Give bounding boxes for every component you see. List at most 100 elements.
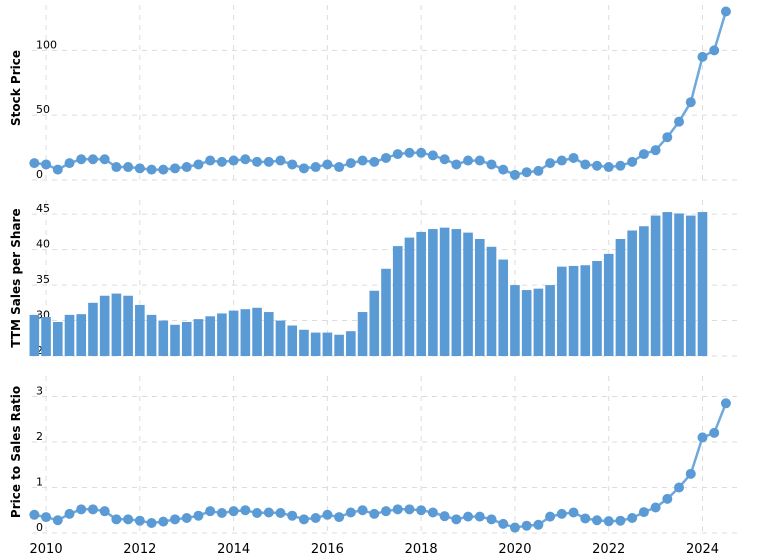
series-line — [34, 11, 728, 177]
data-point — [662, 132, 673, 143]
data-point — [439, 154, 450, 165]
bar — [240, 309, 251, 356]
bar — [135, 304, 145, 356]
data-point — [29, 509, 40, 520]
y-tick-label: 100 — [36, 38, 57, 51]
bar — [287, 325, 298, 356]
data-point — [240, 505, 251, 516]
bar — [357, 312, 368, 356]
data-point — [603, 162, 614, 173]
data-point — [52, 515, 63, 526]
y-tick-label: 0 — [36, 521, 43, 534]
data-point — [486, 159, 497, 170]
data-point — [41, 512, 52, 523]
bar — [193, 319, 204, 356]
data-point — [591, 515, 602, 526]
data-point — [252, 507, 263, 518]
bar — [123, 295, 133, 356]
data-point — [486, 514, 497, 525]
bar — [252, 307, 262, 356]
data-point — [298, 163, 309, 174]
data-point — [392, 149, 403, 160]
data-point — [404, 504, 415, 515]
y-tick-label: 50 — [36, 103, 50, 116]
data-point — [357, 155, 368, 166]
bar — [228, 310, 239, 356]
data-point — [205, 506, 216, 517]
data-point — [474, 155, 485, 166]
stock-price-panel: Stock Price 0 50 100 — [9, 5, 740, 181]
x-tick-label: 2014 — [217, 542, 250, 557]
data-point — [427, 150, 438, 161]
bar — [64, 314, 75, 356]
data-point — [556, 508, 567, 519]
bar — [217, 313, 227, 356]
data-point — [556, 155, 567, 166]
data-point — [216, 507, 227, 518]
data-point — [685, 97, 696, 108]
x-tick-label: 2022 — [592, 542, 625, 557]
bar — [205, 316, 215, 356]
data-point — [662, 493, 673, 504]
stock-price-ylabel: Stock Price — [9, 50, 23, 126]
sales-per-share-ylabel: TTM Sales per Share — [9, 208, 23, 347]
bar — [627, 230, 637, 356]
data-point — [509, 522, 520, 533]
bar — [158, 320, 169, 356]
data-point — [263, 156, 274, 167]
bar — [52, 321, 63, 356]
data-point — [720, 6, 731, 17]
data-point — [205, 155, 216, 166]
data-point — [568, 152, 579, 163]
bar — [369, 290, 380, 356]
data-point — [545, 511, 556, 522]
data-point — [404, 147, 415, 158]
bar — [674, 213, 684, 356]
data-point — [674, 482, 685, 493]
data-point — [334, 162, 345, 173]
bar — [29, 314, 40, 356]
y-tick-label: 1 — [36, 475, 43, 488]
data-point — [451, 514, 462, 525]
data-point — [298, 514, 309, 525]
bar — [322, 332, 333, 356]
data-point — [240, 154, 251, 165]
bar — [545, 285, 555, 356]
data-point — [64, 508, 75, 519]
data-point — [275, 155, 286, 166]
data-point — [685, 468, 696, 479]
bar — [639, 226, 649, 356]
data-point — [580, 159, 591, 170]
data-point — [123, 162, 134, 173]
y-tick-label: 40 — [36, 238, 50, 251]
data-point — [52, 164, 63, 175]
data-point — [463, 155, 474, 166]
bar — [346, 331, 356, 356]
bar — [451, 229, 462, 356]
data-point — [498, 164, 509, 175]
data-point — [111, 514, 122, 525]
data-point — [322, 159, 333, 170]
data-point — [275, 507, 286, 518]
data-point — [580, 513, 591, 524]
bar — [392, 246, 403, 356]
bar — [697, 212, 708, 356]
y-tick-label: 45 — [36, 202, 50, 215]
data-point — [439, 511, 450, 522]
bar — [615, 239, 626, 356]
bar — [557, 266, 567, 356]
data-point — [709, 427, 720, 438]
data-point — [216, 156, 227, 167]
bar — [510, 285, 520, 356]
bar — [76, 314, 87, 356]
data-point — [99, 506, 110, 517]
data-point — [345, 507, 356, 518]
data-point — [111, 162, 122, 173]
data-point — [627, 156, 638, 167]
data-point — [603, 516, 614, 527]
x-tick-label: 2012 — [123, 542, 156, 557]
bar — [533, 288, 544, 356]
data-point — [521, 520, 532, 531]
data-point — [146, 517, 157, 528]
bar — [568, 265, 579, 356]
